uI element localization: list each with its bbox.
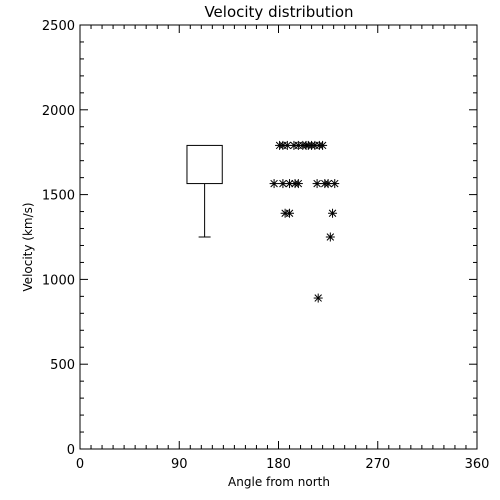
- x-axis-ticks: 0 90 180 270 360: [76, 25, 490, 472]
- y-axis-ticks: 0 500 1000 1500 2000 2500: [42, 19, 477, 458]
- data-point: [312, 179, 322, 189]
- x-tick-label: 180: [266, 457, 291, 472]
- x-tick-label: 270: [365, 457, 390, 472]
- y-tick-label: 0: [67, 443, 75, 458]
- x-tick-label: 90: [171, 457, 188, 472]
- marker-stroke: [283, 141, 292, 150]
- data-point: [285, 179, 295, 189]
- marker-stroke: [330, 179, 339, 188]
- scatter-points: [269, 140, 340, 303]
- marker-stroke: [313, 179, 321, 188]
- data-point: [313, 293, 323, 303]
- y-tick-label: 2500: [42, 19, 75, 34]
- x-tick-label: 360: [465, 457, 490, 472]
- y-tick-label: 2000: [42, 104, 75, 119]
- marker-stroke: [324, 179, 332, 188]
- chart-title: Velocity distribution: [204, 3, 353, 21]
- marker-stroke: [318, 141, 327, 150]
- marker-stroke: [294, 179, 303, 188]
- y-tick-label: 1000: [42, 273, 75, 288]
- velocity-boxplot: [186, 144, 223, 238]
- data-point: [330, 179, 340, 189]
- y-tick-label: 1500: [42, 189, 75, 204]
- marker-stroke: [270, 179, 278, 188]
- marker-stroke: [328, 209, 337, 218]
- marker-stroke: [279, 179, 287, 188]
- marker-stroke: [285, 179, 294, 188]
- marker-stroke: [326, 233, 335, 241]
- x-tick-label: 0: [76, 457, 84, 472]
- data-point: [328, 208, 338, 218]
- data-point: [269, 179, 279, 189]
- marker-stroke: [285, 209, 294, 218]
- data-point: [293, 179, 303, 189]
- x-axis-title: Angle from north: [228, 475, 330, 489]
- y-axis-title: Velocity (km/s): [21, 202, 35, 291]
- y-tick-label: 500: [50, 358, 75, 373]
- data-point: [285, 208, 295, 218]
- data-point: [325, 232, 335, 242]
- data-point: [318, 140, 328, 150]
- marker-stroke: [314, 294, 322, 302]
